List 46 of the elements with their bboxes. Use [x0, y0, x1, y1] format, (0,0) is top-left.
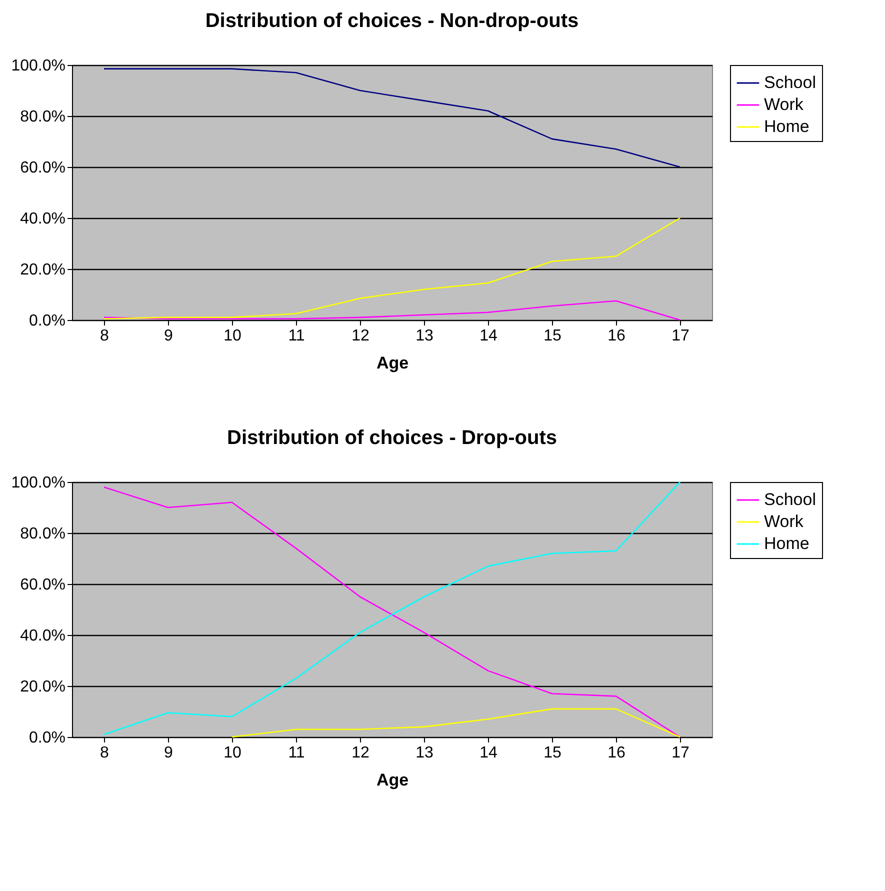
x-tick-label: 9 — [164, 328, 174, 344]
legend-label: Work — [764, 512, 804, 531]
x-tick-label: 8 — [100, 328, 110, 344]
x-axis-title: Age — [376, 770, 409, 790]
x-tick-label: 14 — [480, 328, 498, 344]
line-series — [103, 217, 681, 320]
x-tick-label: 12 — [352, 744, 370, 762]
line-series — [103, 68, 681, 168]
x-tick-label: 10 — [224, 744, 242, 762]
legend-label: Home — [764, 117, 810, 136]
x-tick-label: 14 — [480, 744, 498, 762]
legend-label: School — [764, 73, 816, 92]
x-tick-label: 17 — [672, 328, 690, 344]
y-tick-label: 60.0% — [20, 576, 66, 594]
x-tick-label: 11 — [288, 744, 305, 762]
y-tick-label: 60.0% — [20, 160, 66, 176]
y-tick-label: 40.0% — [20, 210, 66, 228]
chart-title: Distribution of choices - Drop-outs — [227, 427, 557, 449]
legend-label: Work — [764, 95, 804, 114]
x-axis-title: Age — [376, 354, 409, 372]
x-tick-label: 13 — [416, 744, 434, 762]
x-tick-label: 13 — [416, 328, 434, 344]
x-tick-label: 16 — [608, 744, 626, 762]
legend-label: School — [764, 490, 816, 509]
y-tick-label: 20.0% — [20, 678, 66, 696]
y-tick-label: 0.0% — [29, 730, 66, 746]
y-tick-label: 100.0% — [11, 58, 66, 74]
chart-title: Distribution of choices - Non-drop-outs — [205, 10, 579, 32]
x-tick-label: 10 — [224, 328, 242, 344]
line-series — [103, 300, 681, 321]
x-tick-label: 17 — [672, 744, 690, 762]
x-tick-label: 11 — [288, 328, 305, 344]
line-series — [231, 708, 681, 738]
x-tick-label: 15 — [544, 328, 562, 344]
x-tick-label: 15 — [544, 744, 562, 762]
y-tick-label: 20.0% — [20, 262, 66, 278]
legend-label: Home — [764, 534, 810, 553]
x-tick-label: 8 — [100, 744, 110, 762]
y-tick-label: 100.0% — [11, 474, 66, 492]
x-tick-label: 12 — [352, 328, 370, 344]
x-tick-label: 16 — [608, 328, 626, 344]
y-tick-label: 80.0% — [20, 526, 66, 542]
y-tick-label: 80.0% — [20, 108, 66, 126]
y-tick-label: 0.0% — [29, 312, 66, 330]
x-tick-label: 9 — [164, 744, 174, 762]
y-tick-label: 40.0% — [20, 628, 66, 644]
